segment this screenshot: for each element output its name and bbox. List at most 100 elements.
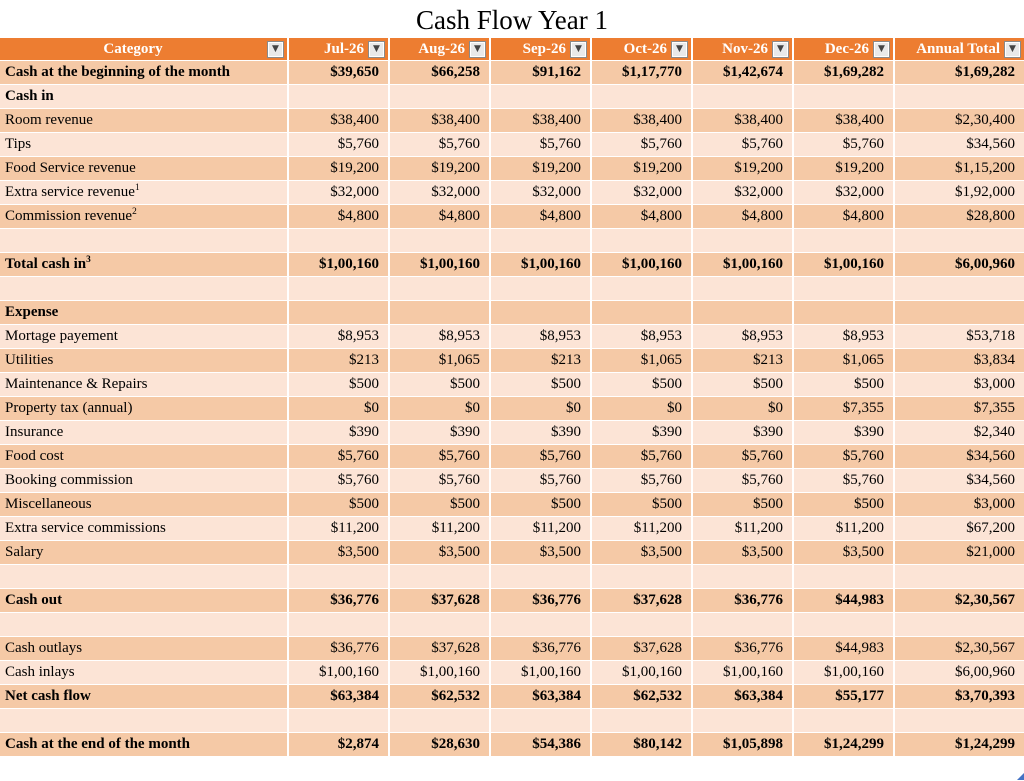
value-cell[interactable]: $0 xyxy=(288,396,390,421)
value-cell[interactable]: $36,776 xyxy=(692,588,794,613)
value-cell[interactable] xyxy=(490,300,592,325)
value-cell[interactable] xyxy=(591,300,693,325)
value-cell[interactable]: $500 xyxy=(288,372,390,397)
value-cell[interactable]: $3,500 xyxy=(490,540,592,565)
value-cell[interactable]: $390 xyxy=(389,420,491,445)
value-cell[interactable]: $1,17,770 xyxy=(591,60,693,85)
value-cell[interactable]: $500 xyxy=(692,492,794,517)
row-label-cell[interactable]: Mortage payement xyxy=(0,324,289,349)
value-cell[interactable] xyxy=(591,276,693,301)
value-cell[interactable] xyxy=(692,84,794,109)
value-cell[interactable]: $11,200 xyxy=(288,516,390,541)
value-cell[interactable]: $1,00,160 xyxy=(793,660,895,685)
value-cell[interactable]: $500 xyxy=(692,372,794,397)
value-cell[interactable]: $3,500 xyxy=(591,540,693,565)
filter-dropdown-button[interactable]: ▼ xyxy=(368,40,385,58)
value-cell[interactable] xyxy=(490,276,592,301)
value-cell[interactable]: $5,760 xyxy=(591,132,693,157)
row-label-cell[interactable]: Cash out xyxy=(0,588,289,613)
value-cell[interactable] xyxy=(692,276,794,301)
value-cell[interactable]: $5,760 xyxy=(692,444,794,469)
row-label-cell[interactable]: Commission revenue2 xyxy=(0,204,289,229)
value-cell[interactable]: $0 xyxy=(591,396,693,421)
filter-dropdown-button[interactable]: ▼ xyxy=(873,40,890,58)
value-cell[interactable]: $0 xyxy=(389,396,491,421)
value-cell[interactable]: $66,258 xyxy=(389,60,491,85)
value-cell[interactable]: $5,760 xyxy=(793,468,895,493)
value-cell[interactable] xyxy=(490,708,592,733)
value-cell[interactable]: $1,00,160 xyxy=(288,660,390,685)
value-cell[interactable] xyxy=(793,300,895,325)
filter-dropdown-button[interactable]: ▼ xyxy=(1004,40,1021,58)
value-cell[interactable]: $3,70,393 xyxy=(894,684,1024,709)
value-cell[interactable]: $19,200 xyxy=(389,156,491,181)
row-label-cell[interactable]: Total cash in3 xyxy=(0,252,289,277)
value-cell[interactable] xyxy=(389,276,491,301)
value-cell[interactable]: $28,630 xyxy=(389,732,491,757)
value-cell[interactable] xyxy=(288,564,390,589)
filter-dropdown-button[interactable]: ▼ xyxy=(772,40,789,58)
value-cell[interactable]: $32,000 xyxy=(591,180,693,205)
value-cell[interactable]: $500 xyxy=(793,492,895,517)
row-label-cell[interactable] xyxy=(0,612,289,637)
value-cell[interactable] xyxy=(894,300,1024,325)
value-cell[interactable]: $44,983 xyxy=(793,588,895,613)
value-cell[interactable]: $6,00,960 xyxy=(894,252,1024,277)
value-cell[interactable] xyxy=(389,84,491,109)
value-cell[interactable]: $213 xyxy=(490,348,592,373)
value-cell[interactable]: $44,983 xyxy=(793,636,895,661)
value-cell[interactable]: $500 xyxy=(591,492,693,517)
value-cell[interactable]: $36,776 xyxy=(288,636,390,661)
value-cell[interactable]: $80,142 xyxy=(591,732,693,757)
value-cell[interactable]: $1,24,299 xyxy=(894,732,1024,757)
value-cell[interactable]: $62,532 xyxy=(389,684,491,709)
value-cell[interactable]: $4,800 xyxy=(389,204,491,229)
value-cell[interactable]: $1,42,674 xyxy=(692,60,794,85)
value-cell[interactable]: $1,065 xyxy=(389,348,491,373)
value-cell[interactable]: $213 xyxy=(288,348,390,373)
row-label-cell[interactable]: Cash inlays xyxy=(0,660,289,685)
row-label-cell[interactable]: Net cash flow xyxy=(0,684,289,709)
value-cell[interactable]: $1,00,160 xyxy=(793,252,895,277)
row-label-cell[interactable]: Cash in xyxy=(0,84,289,109)
value-cell[interactable] xyxy=(288,228,390,253)
value-cell[interactable]: $32,000 xyxy=(793,180,895,205)
value-cell[interactable] xyxy=(591,612,693,637)
value-cell[interactable]: $7,355 xyxy=(894,396,1024,421)
value-cell[interactable] xyxy=(389,228,491,253)
value-cell[interactable]: $1,00,160 xyxy=(591,660,693,685)
value-cell[interactable]: $34,560 xyxy=(894,132,1024,157)
row-label-cell[interactable]: Cash outlays xyxy=(0,636,289,661)
value-cell[interactable]: $67,200 xyxy=(894,516,1024,541)
row-label-cell[interactable]: Insurance xyxy=(0,420,289,445)
value-cell[interactable]: $2,30,400 xyxy=(894,108,1024,133)
value-cell[interactable]: $19,200 xyxy=(793,156,895,181)
value-cell[interactable]: $4,800 xyxy=(288,204,390,229)
value-cell[interactable]: $3,500 xyxy=(288,540,390,565)
value-cell[interactable]: $4,800 xyxy=(692,204,794,229)
value-cell[interactable]: $37,628 xyxy=(591,636,693,661)
value-cell[interactable] xyxy=(490,612,592,637)
value-cell[interactable] xyxy=(692,228,794,253)
value-cell[interactable] xyxy=(288,276,390,301)
value-cell[interactable] xyxy=(692,300,794,325)
value-cell[interactable]: $5,760 xyxy=(490,468,592,493)
value-cell[interactable]: $11,200 xyxy=(490,516,592,541)
value-cell[interactable]: $36,776 xyxy=(490,588,592,613)
value-cell[interactable] xyxy=(793,564,895,589)
value-cell[interactable]: $38,400 xyxy=(793,108,895,133)
row-label-cell[interactable]: Maintenance & Repairs xyxy=(0,372,289,397)
value-cell[interactable]: $32,000 xyxy=(288,180,390,205)
row-label-cell[interactable]: Extra service commissions xyxy=(0,516,289,541)
value-cell[interactable] xyxy=(288,612,390,637)
value-cell[interactable]: $37,628 xyxy=(591,588,693,613)
value-cell[interactable]: $38,400 xyxy=(389,108,491,133)
value-cell[interactable] xyxy=(389,612,491,637)
value-cell[interactable]: $32,000 xyxy=(692,180,794,205)
value-cell[interactable]: $6,00,960 xyxy=(894,660,1024,685)
value-cell[interactable]: $3,500 xyxy=(793,540,895,565)
value-cell[interactable] xyxy=(692,708,794,733)
row-label-cell[interactable]: Cash at the beginning of the month xyxy=(0,60,289,85)
value-cell[interactable] xyxy=(894,708,1024,733)
value-cell[interactable]: $5,760 xyxy=(288,132,390,157)
